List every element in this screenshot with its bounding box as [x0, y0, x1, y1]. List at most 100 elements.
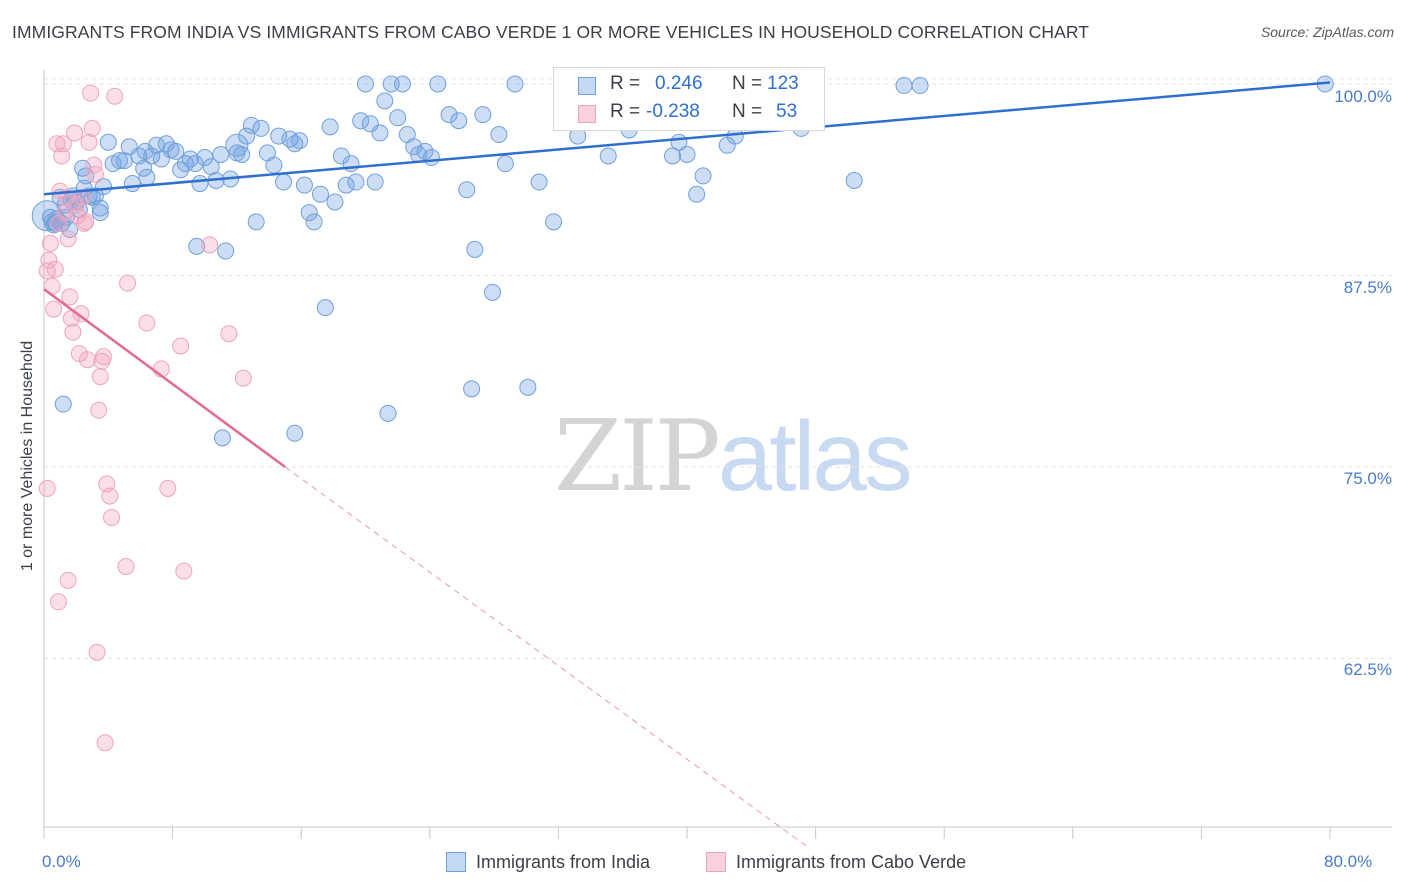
india-point: [347, 173, 365, 191]
india-point: [54, 395, 72, 413]
india-swatch: [578, 77, 596, 95]
cabo-point: [61, 288, 79, 306]
x-tick-label-min: 0.0%: [42, 852, 81, 871]
india-point: [270, 127, 288, 145]
cabo-point: [201, 236, 219, 254]
cabo-point: [66, 124, 84, 142]
india-point: [316, 299, 334, 317]
cabo-point: [78, 351, 96, 369]
legend-swatch-india: [446, 852, 466, 872]
watermark-atlas: atlas: [717, 401, 913, 511]
india-point: [450, 112, 468, 130]
india-point: [181, 150, 199, 168]
india-point: [135, 159, 153, 177]
india-point: [217, 242, 235, 260]
india-point: [895, 77, 913, 95]
x-tick-label-max: 80.0%: [1324, 852, 1373, 871]
india-point: [286, 135, 304, 153]
legend-item-cabo: Immigrants from Cabo Verde: [706, 852, 966, 873]
india-point: [688, 185, 706, 203]
india-point: [496, 155, 514, 173]
cabo-point: [117, 558, 135, 576]
y-tick-label-62-5: 62.5%: [1343, 660, 1392, 679]
watermark: ZIPatlas: [554, 400, 913, 514]
cabo-point: [40, 251, 58, 269]
cabo-point: [91, 368, 109, 386]
india-point: [389, 109, 407, 127]
y-tick-label-87-5: 87.5%: [1343, 278, 1392, 297]
india-point: [176, 155, 194, 173]
india-point: [664, 147, 682, 165]
india-point: [99, 133, 117, 151]
india-r-label: R =: [610, 73, 641, 94]
cabo-point: [101, 487, 119, 505]
india-point: [440, 106, 458, 124]
grid: [44, 78, 1392, 659]
cabo-point: [119, 274, 137, 292]
india-point: [286, 424, 304, 442]
cabo-n-label: N =: [732, 101, 763, 122]
india-point: [196, 149, 214, 167]
india-point: [458, 181, 476, 199]
india-point: [326, 193, 344, 211]
cabo-points: [38, 84, 252, 752]
india-point: [694, 167, 712, 185]
india-n-label: N =: [732, 73, 763, 94]
cabo-point: [54, 135, 72, 153]
india-point: [91, 204, 109, 222]
cabo-point: [234, 369, 252, 387]
india-point: [483, 283, 501, 301]
india-point: [238, 127, 256, 145]
india-point: [233, 145, 251, 163]
cabo-point: [88, 643, 106, 661]
cabo-point: [94, 348, 112, 366]
india-point: [123, 175, 141, 193]
chart-title: IMMIGRANTS FROM INDIA VS IMMIGRANTS FROM…: [12, 22, 1090, 42]
india-point: [845, 171, 863, 189]
india-point: [252, 119, 270, 137]
cabo-point: [86, 165, 104, 183]
india-point: [295, 176, 313, 194]
india-point: [337, 176, 355, 194]
cabo-point: [96, 734, 114, 752]
india-point: [136, 142, 154, 160]
india-point: [530, 173, 548, 191]
india-point: [366, 173, 384, 191]
india-point: [545, 213, 563, 231]
cabo-point: [106, 87, 124, 105]
cabo-point: [172, 337, 190, 355]
india-point: [393, 75, 411, 93]
axes: [43, 70, 1392, 839]
cabo-n-value: 53: [776, 101, 798, 122]
cabo-point: [41, 234, 59, 252]
india-point: [678, 145, 696, 163]
india-point: [371, 124, 389, 142]
cabo-point: [80, 133, 98, 151]
cabo-point: [49, 593, 67, 611]
india-point: [291, 132, 309, 150]
cabo-trend-extension: [284, 466, 808, 848]
legend-label-india: Immigrants from India: [476, 852, 651, 872]
india-point: [474, 106, 492, 124]
cabo-point: [49, 214, 67, 232]
india-point: [416, 142, 434, 160]
india-point: [225, 133, 249, 157]
legend-label-cabo: Immigrants from Cabo Verde: [736, 852, 967, 872]
y-tick-label-75: 75.0%: [1343, 469, 1392, 488]
india-point: [506, 75, 524, 93]
cabo-point: [74, 188, 92, 206]
cabo-point: [175, 562, 193, 580]
india-point: [305, 213, 323, 231]
india-point: [191, 175, 209, 193]
cabo-swatch: [578, 105, 596, 123]
india-point: [379, 404, 397, 422]
india-point: [247, 213, 265, 231]
india-point: [138, 168, 156, 186]
cabo-point: [59, 571, 77, 589]
india-n-value: 123: [767, 73, 799, 94]
india-point: [311, 185, 329, 203]
india-point: [357, 75, 374, 93]
india-r-value: 0.246: [655, 73, 703, 94]
cabo-point: [72, 305, 90, 323]
